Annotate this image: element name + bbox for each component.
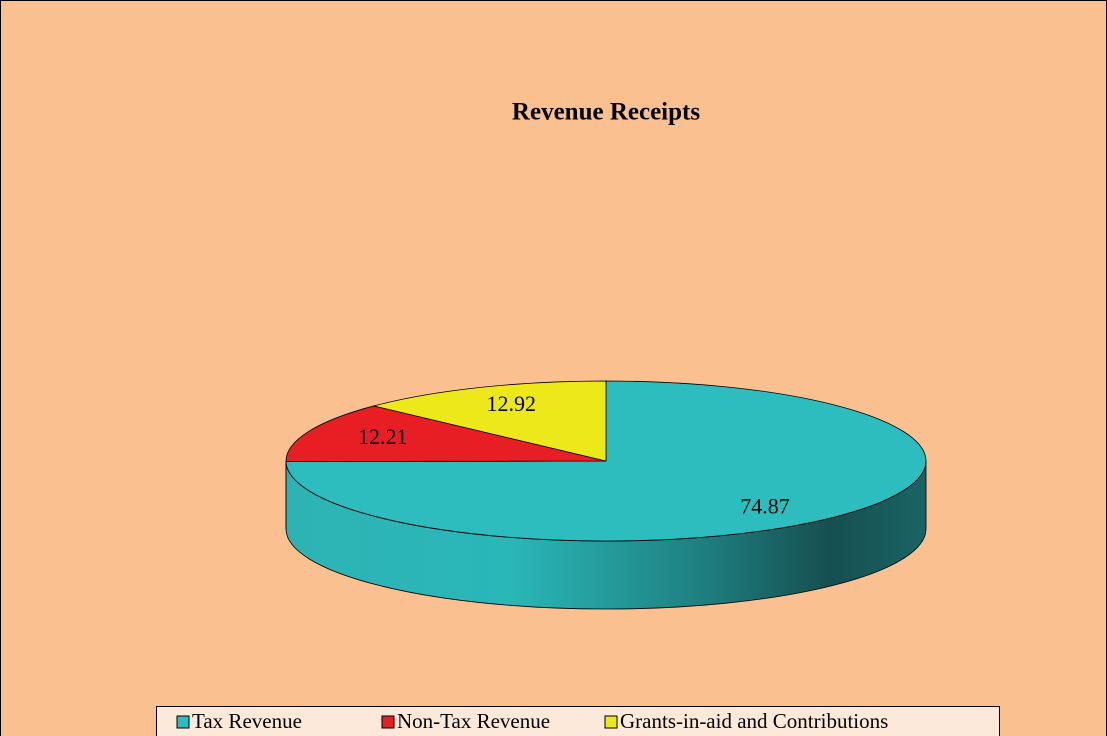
data-label: 74.87 (740, 493, 790, 518)
legend-swatch (604, 715, 618, 729)
pie-slice (285, 405, 607, 463)
legend (156, 706, 1000, 736)
legend-label: Non-Tax Revenue (397, 709, 550, 733)
chart-title: Revenue Receipts (512, 99, 700, 126)
legend-swatch (381, 715, 395, 729)
pie: 74.87 12.21 12.92 (285, 380, 927, 610)
legend-label: Tax Revenue (192, 709, 302, 733)
pie-slice (373, 380, 607, 462)
pie-slice (285, 380, 927, 542)
legend-swatch (176, 715, 190, 729)
data-label: 12.21 (358, 424, 408, 449)
legend-items: Tax Revenue Non-Tax Revenue Grants-in-aid … (176, 709, 888, 733)
legend-label: Grants-in-aid and Contributions (620, 709, 888, 733)
data-label: 12.92 (486, 391, 536, 416)
